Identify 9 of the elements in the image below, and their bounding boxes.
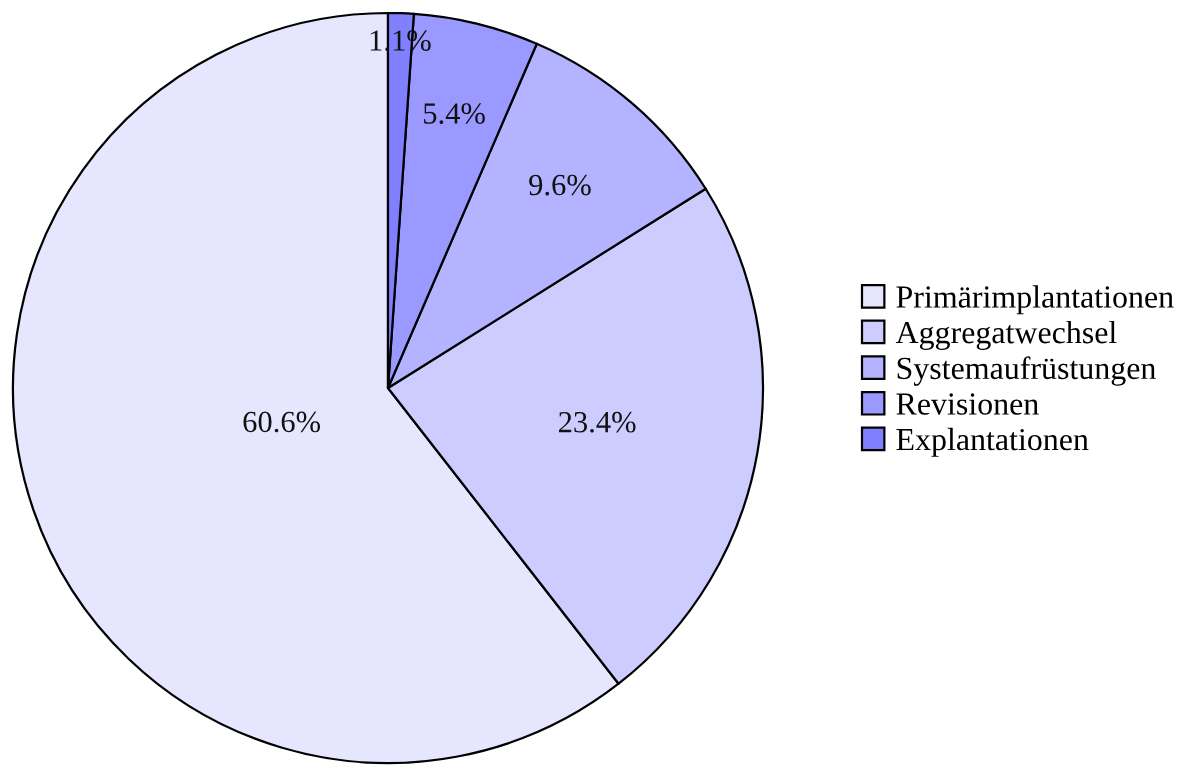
data-label: 23.4% [559, 411, 636, 433]
legend-label: Primärimplantationen [896, 285, 1174, 315]
legend-label: Aggregatwechsel [895, 320, 1117, 350]
legend-label: Revisionen [896, 393, 1039, 415]
data-label: 60.6% [243, 411, 321, 433]
legend-label: Explantationen [896, 427, 1089, 457]
data-label: 9.6% [529, 174, 591, 196]
legend-label: Systemaufrüstungen [897, 356, 1156, 386]
data-label: 5.4% [424, 103, 485, 124]
